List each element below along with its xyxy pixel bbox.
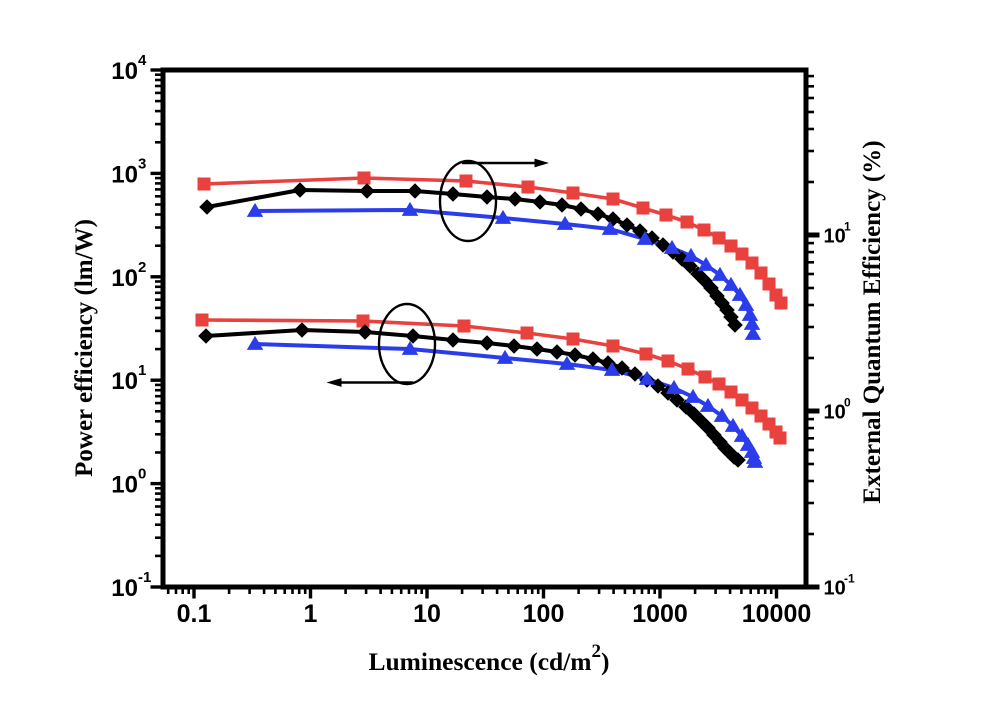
svg-text:3: 3 — [138, 155, 146, 172]
svg-text:10: 10 — [111, 368, 138, 395]
svg-text:1: 1 — [138, 362, 146, 379]
svg-text:-1: -1 — [844, 572, 855, 586]
svg-text:Luminescence (cd/m2): Luminescence (cd/m2) — [368, 641, 609, 676]
svg-text:Power efficiency (lm/W): Power efficiency (lm/W) — [71, 219, 98, 477]
svg-text:10: 10 — [111, 58, 138, 85]
svg-text:1: 1 — [304, 600, 318, 628]
svg-text:10: 10 — [111, 265, 138, 292]
svg-text:1: 1 — [844, 220, 851, 234]
svg-text:10: 10 — [824, 402, 846, 424]
svg-text:10: 10 — [824, 226, 846, 248]
svg-text:10: 10 — [111, 472, 138, 499]
svg-text:10000: 10000 — [742, 600, 812, 628]
svg-text:0: 0 — [844, 396, 851, 410]
svg-text:10: 10 — [111, 161, 138, 188]
svg-text:External Quantum Efficiency (%: External Quantum Efficiency (%) — [859, 140, 886, 503]
svg-text:10: 10 — [111, 575, 138, 602]
svg-text:-1: -1 — [138, 569, 151, 586]
svg-text:2: 2 — [138, 259, 146, 276]
svg-text:0.1: 0.1 — [177, 600, 212, 628]
svg-text:10: 10 — [824, 578, 846, 600]
svg-text:4: 4 — [138, 52, 147, 69]
svg-text:1000: 1000 — [632, 600, 688, 628]
svg-text:0: 0 — [138, 466, 146, 483]
svg-text:10: 10 — [413, 600, 441, 628]
svg-text:100: 100 — [523, 600, 565, 628]
